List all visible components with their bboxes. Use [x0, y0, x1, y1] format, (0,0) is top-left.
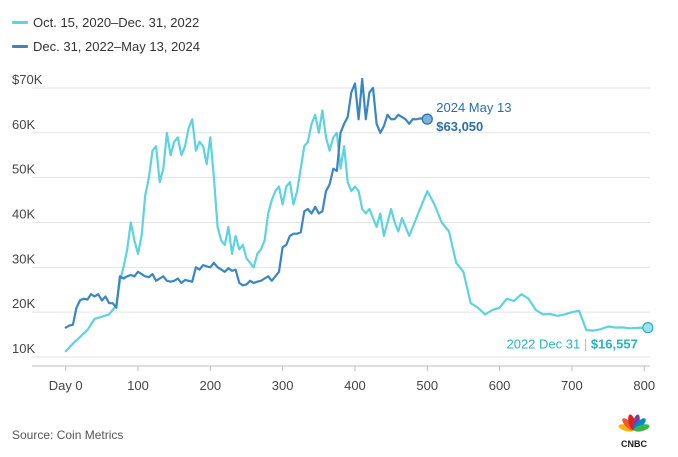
legend-item-2020-2022: Oct. 15, 2020–Dec. 31, 2022	[12, 10, 200, 34]
logo-petal-5	[633, 424, 650, 432]
legend-label-2020-2022: Oct. 15, 2020–Dec. 31, 2022	[33, 14, 200, 30]
y-tick-label-3: 40K	[12, 206, 35, 221]
annotation-2022-sep: |	[580, 337, 587, 352]
y-tick-label-4: 50K	[12, 162, 35, 177]
annotation-2022-line1: 2022 Dec 31	[506, 337, 580, 352]
y-tick-label-1: 20K	[12, 296, 35, 311]
legend-item-2022-2024: Dec. 31, 2022–May 13, 2024	[12, 34, 200, 58]
logo-petals	[618, 414, 650, 432]
x-tick-label-3: 300	[272, 378, 294, 393]
x-tick-label-1: 100	[127, 378, 149, 393]
annotation-2022-line2: $16,557	[587, 337, 638, 352]
marker-end-2024	[421, 113, 433, 125]
x-tick-label-2: 200	[199, 378, 221, 393]
marker-end-2022	[642, 322, 654, 334]
y-tick-label-0: 10K	[12, 341, 35, 356]
x-tick-label-4: 400	[344, 378, 366, 393]
cnbc-logo-text: CNBC	[621, 439, 647, 449]
x-tick-label-6: 600	[489, 378, 511, 393]
x-tick-label-5: 500	[416, 378, 438, 393]
source-note: Source: Coin Metrics	[12, 428, 124, 442]
series-line-0	[64, 109, 649, 353]
y-tick-label-2: 30K	[12, 251, 35, 266]
annotation-date-2024: 2024 May 13	[436, 100, 511, 115]
annotation-2022: 2022 Dec 31 | $16,557	[506, 337, 637, 352]
legend: Oct. 15, 2020–Dec. 31, 2022 Dec. 31, 202…	[12, 10, 200, 58]
x-tick-label-8: 800	[633, 378, 655, 393]
annotation-price-2024: $63,050	[436, 119, 483, 134]
legend-label-2022-2024: Dec. 31, 2022–May 13, 2024	[33, 38, 200, 54]
x-tick-label-7: 700	[561, 378, 583, 393]
legend-swatch-2022-2024	[12, 44, 28, 48]
cnbc-peacock-icon: CNBC	[618, 414, 650, 449]
y-tick-label-6: $70K	[12, 72, 43, 87]
series-line-1	[64, 77, 429, 329]
y-tick-label-5: 60K	[12, 117, 35, 132]
legend-swatch-2020-2022	[12, 20, 28, 24]
x-tick-label-0: Day 0	[49, 378, 83, 393]
